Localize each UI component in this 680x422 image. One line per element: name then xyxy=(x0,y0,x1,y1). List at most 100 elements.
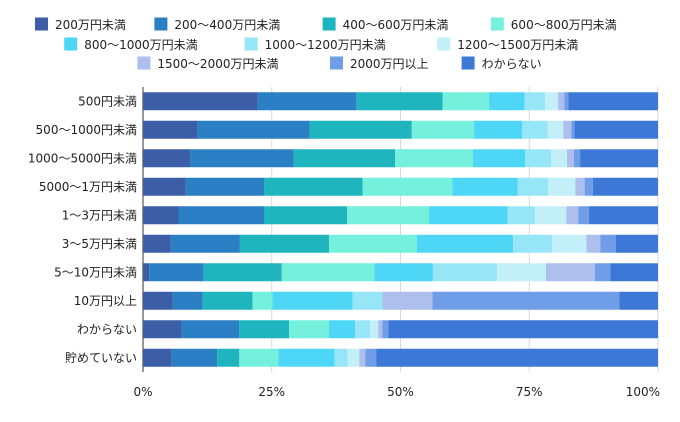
bar-segment xyxy=(252,291,273,310)
legend-swatch xyxy=(322,17,336,31)
bar-segment xyxy=(416,234,514,253)
bar-segment xyxy=(432,263,498,282)
bar-segment xyxy=(293,149,396,168)
bar-segment xyxy=(362,177,453,196)
bar-segment xyxy=(376,348,658,367)
legend-label: 200万円未満 xyxy=(55,18,126,32)
bar-segment xyxy=(365,348,377,367)
category-labels: 500円未満 500〜1000円未満 1000〜5000円未満 5000〜1万円未満 1… xyxy=(28,94,137,365)
category-label: 500〜1000円未満 xyxy=(36,123,137,137)
bar-segment xyxy=(356,92,443,111)
legend-label: 800〜1000万円未満 xyxy=(84,38,197,52)
bar-segment xyxy=(535,206,567,225)
legend-swatch xyxy=(437,37,451,51)
bar-segment xyxy=(578,206,590,225)
x-tick-label: 25% xyxy=(258,385,285,399)
bar-segment xyxy=(143,234,171,253)
bar-segment xyxy=(545,263,595,282)
x-tick-label: 75% xyxy=(516,385,543,399)
bar-segment xyxy=(551,149,568,168)
bar-segment xyxy=(143,348,172,367)
bar-segment xyxy=(172,291,203,310)
bar-segment xyxy=(395,149,473,168)
bar-segment xyxy=(257,92,357,111)
bar-segment xyxy=(566,206,579,225)
bar-segment xyxy=(489,92,525,111)
legend-swatch xyxy=(244,37,258,51)
legend-label: 400〜600万円未満 xyxy=(343,18,449,32)
bar-segment xyxy=(382,291,433,310)
bar-segment xyxy=(525,149,552,168)
legend-swatch xyxy=(64,37,78,51)
bar-segment xyxy=(571,120,575,139)
bar-segment xyxy=(143,149,191,168)
bar-segment xyxy=(359,348,366,367)
bar-segment xyxy=(347,206,430,225)
category-label: 貯めていない xyxy=(65,351,137,365)
bar-segment xyxy=(558,92,565,111)
legend-swatch xyxy=(137,56,151,70)
category-label: 5000〜1万円未満 xyxy=(39,180,137,194)
bar-segment xyxy=(432,291,620,310)
bar-segment xyxy=(149,263,204,282)
bar-segment xyxy=(355,320,371,339)
bar-segment xyxy=(309,120,412,139)
legend-swatch xyxy=(490,17,504,31)
bar-segment xyxy=(329,320,356,339)
x-tick-label: 50% xyxy=(387,385,414,399)
bar-segment xyxy=(615,234,658,253)
bar-segment xyxy=(568,92,658,111)
bar-segment xyxy=(171,348,218,367)
bar-segment xyxy=(411,120,475,139)
bar-segment xyxy=(264,206,348,225)
bars xyxy=(143,92,658,367)
bar-segment xyxy=(264,177,363,196)
bar-segment xyxy=(574,120,658,139)
bar-segment xyxy=(278,348,335,367)
bar-segment xyxy=(594,263,611,282)
bar-segment xyxy=(143,320,182,339)
bar-segment xyxy=(452,177,518,196)
bar-segment xyxy=(143,206,179,225)
bar-segment xyxy=(580,149,658,168)
bar-segment xyxy=(586,234,601,253)
bar-segment xyxy=(564,92,569,111)
bar-segment xyxy=(575,177,585,196)
bar-segment xyxy=(197,120,310,139)
bar-segment xyxy=(281,263,375,282)
bar-segment xyxy=(239,234,330,253)
bar-segment xyxy=(272,291,353,310)
bar-segment xyxy=(143,263,150,282)
bar-segment xyxy=(185,177,265,196)
category-label: 1000〜5000円未満 xyxy=(28,151,137,165)
legend-label: 1000〜1200万円未満 xyxy=(265,38,386,52)
legend: 200万円未満 200〜400万円未満 400〜600万円未満 600〜800万円未満… xyxy=(35,17,617,71)
bar-segment xyxy=(181,320,240,339)
bar-segment xyxy=(497,263,546,282)
x-tick-label: 0% xyxy=(133,385,152,399)
bar-segment xyxy=(217,348,240,367)
bar-segment xyxy=(610,263,658,282)
legend-label: わからない xyxy=(482,57,542,71)
bar-segment xyxy=(552,234,587,253)
bar-segment xyxy=(547,177,576,196)
bar-segment xyxy=(524,92,546,111)
bar-segment xyxy=(347,348,360,367)
bar-segment xyxy=(143,92,258,111)
bar-segment xyxy=(573,149,581,168)
bar-segment xyxy=(545,92,559,111)
legend-label: 1500〜2000万円未満 xyxy=(157,57,278,71)
bar-segment xyxy=(600,234,616,253)
bar-segment xyxy=(170,234,240,253)
bar-segment xyxy=(190,149,294,168)
bar-segment xyxy=(563,120,572,139)
bar-segment xyxy=(374,263,433,282)
bar-segment xyxy=(474,120,523,139)
bar-segment xyxy=(239,348,279,367)
bar-segment xyxy=(329,234,417,253)
x-tick-label: 100% xyxy=(626,385,660,399)
bar-segment xyxy=(203,263,282,282)
bar-segment xyxy=(547,120,564,139)
bar-segment xyxy=(143,291,173,310)
